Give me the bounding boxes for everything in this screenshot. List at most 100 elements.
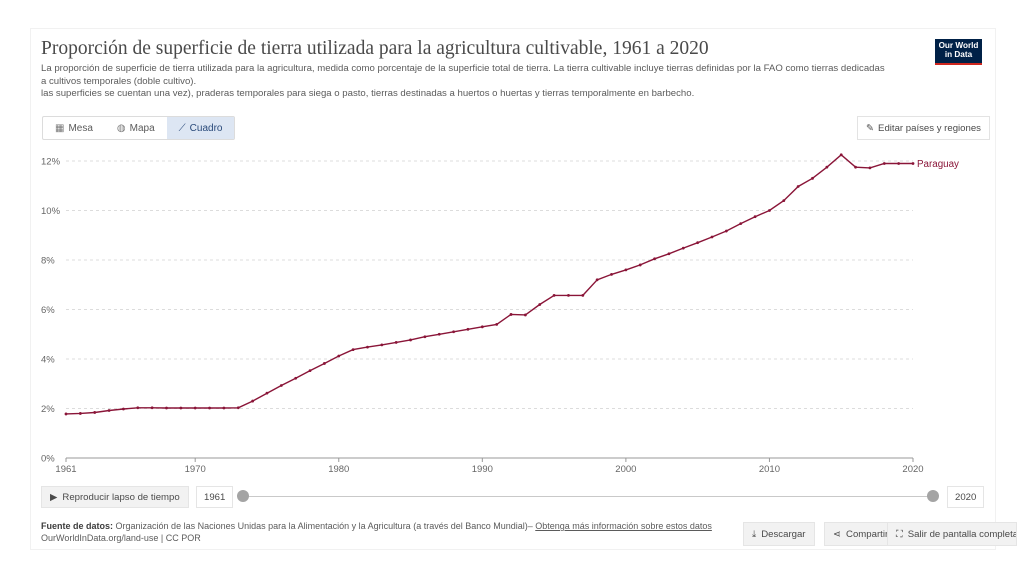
data-point bbox=[753, 215, 757, 219]
data-point bbox=[466, 327, 470, 331]
y-tick-label: 8% bbox=[41, 256, 55, 267]
logo-line-1: Our World bbox=[938, 41, 979, 50]
data-point bbox=[667, 252, 671, 256]
data-point bbox=[768, 209, 771, 212]
timeline-start-handle[interactable] bbox=[237, 490, 249, 502]
footer: Fuente de datos: Organización de las Nac… bbox=[41, 520, 712, 544]
data-point bbox=[452, 330, 456, 334]
data-point bbox=[854, 165, 857, 169]
data-point bbox=[279, 384, 283, 387]
tab-chart[interactable]: ⟋ Cuadro bbox=[166, 117, 235, 139]
play-timelapse-label: Reproducir lapso de tiempo bbox=[62, 491, 180, 503]
subtitle-line-1: La proporción de superficie de tierra ut… bbox=[41, 63, 885, 74]
data-point bbox=[825, 165, 829, 169]
edit-countries-button[interactable]: ✎ Editar países y regiones bbox=[857, 116, 990, 140]
owid-logo[interactable]: Our World in Data bbox=[935, 39, 982, 65]
data-point bbox=[523, 313, 527, 317]
data-point bbox=[337, 354, 341, 358]
data-point bbox=[538, 303, 542, 306]
subtitle-line-3: las superficies se cuentan una vez), pra… bbox=[41, 88, 695, 100]
source-label: Fuente de datos: bbox=[41, 521, 114, 531]
data-point bbox=[567, 293, 570, 297]
data-point bbox=[308, 369, 312, 373]
data-point bbox=[653, 257, 656, 261]
data-point bbox=[552, 293, 556, 297]
exit-fullscreen-label: Salir de pantalla completa bbox=[907, 528, 1017, 540]
exit-fullscreen-button[interactable]: ⛶ Salir de pantalla completa bbox=[887, 522, 1017, 546]
data-point bbox=[380, 343, 384, 347]
share-label: Compartir bbox=[846, 528, 889, 540]
source-more-link[interactable]: Obtenga más información sobre estos dato… bbox=[535, 521, 712, 531]
data-point bbox=[882, 162, 886, 165]
data-point bbox=[150, 406, 154, 410]
source-line: Fuente de datos: Organización de las Nac… bbox=[41, 521, 712, 531]
data-point bbox=[839, 153, 843, 157]
y-tick-label: 10% bbox=[41, 206, 61, 217]
download-button[interactable]: ⤓ Descargar bbox=[743, 522, 815, 546]
play-icon: ▶ bbox=[50, 491, 58, 503]
exit-fullscreen-icon: ⛶ bbox=[896, 528, 903, 540]
play-timelapse-button[interactable]: ▶ Reproducir lapso de tiempo bbox=[41, 486, 189, 508]
data-point bbox=[193, 406, 197, 410]
x-tick-label: 1961 bbox=[55, 464, 76, 475]
data-point bbox=[64, 412, 68, 416]
data-point bbox=[78, 412, 82, 415]
x-tick-label: 2020 bbox=[902, 464, 923, 475]
data-point bbox=[351, 348, 355, 351]
data-point bbox=[93, 411, 97, 414]
source-text: Organización de las Naciones Unidas para… bbox=[115, 521, 528, 531]
subtitle-line-2: a cultivos temporales (doble cultivo). bbox=[41, 75, 197, 87]
data-point bbox=[409, 338, 412, 342]
data-point bbox=[394, 341, 398, 344]
data-point bbox=[323, 362, 326, 365]
start-year-box[interactable]: 1961 bbox=[196, 486, 234, 508]
data-point bbox=[437, 332, 441, 336]
y-tick-label: 12% bbox=[41, 157, 61, 168]
data-point bbox=[897, 162, 901, 165]
series-line-paraguay bbox=[65, 153, 913, 415]
data-point bbox=[811, 176, 814, 180]
tab-table[interactable]: ▦ Mesa bbox=[43, 117, 105, 139]
table-icon: ▦ bbox=[55, 122, 65, 134]
x-tick-label: 2000 bbox=[615, 464, 636, 475]
data-point bbox=[610, 272, 613, 276]
data-point bbox=[638, 263, 642, 267]
pencil-icon: ✎ bbox=[866, 122, 875, 134]
y-tick-label: 4% bbox=[41, 355, 55, 366]
logo-line-2: in Data bbox=[944, 50, 973, 59]
x-tick-label: 1990 bbox=[472, 464, 493, 475]
data-point bbox=[265, 391, 269, 395]
data-point bbox=[251, 399, 255, 403]
data-point bbox=[236, 406, 240, 410]
data-point bbox=[366, 345, 369, 349]
timeline-end-handle[interactable] bbox=[927, 490, 939, 502]
data-point bbox=[107, 409, 111, 412]
end-year-box[interactable]: 2020 bbox=[947, 486, 985, 508]
data-point bbox=[294, 376, 298, 380]
data-point bbox=[136, 406, 140, 410]
download-icon: ⤓ bbox=[752, 528, 757, 540]
y-tick-label: 6% bbox=[41, 305, 55, 316]
data-point bbox=[868, 166, 872, 170]
data-point bbox=[165, 406, 168, 410]
series-label: Paraguay bbox=[917, 159, 959, 170]
globe-icon: ◍ bbox=[116, 122, 126, 134]
chart-title: Proporción de superficie de tierra utili… bbox=[41, 38, 709, 59]
data-point bbox=[696, 241, 700, 245]
timeline-slider-track[interactable] bbox=[243, 496, 933, 497]
license-line[interactable]: OurWorldInData.org/land-use | CC POR bbox=[41, 533, 201, 543]
data-point bbox=[423, 335, 427, 339]
data-point bbox=[724, 229, 728, 233]
tab-map[interactable]: ◍ Mapa bbox=[105, 117, 167, 139]
data-point bbox=[480, 325, 484, 329]
data-point bbox=[222, 406, 226, 410]
data-point bbox=[581, 293, 585, 297]
data-point bbox=[710, 235, 714, 239]
data-point bbox=[122, 407, 125, 411]
data-point bbox=[495, 322, 499, 326]
share-icon: ⋖ bbox=[833, 528, 842, 540]
data-point bbox=[208, 406, 211, 410]
x-tick-label: 1980 bbox=[328, 464, 349, 475]
tab-map-label: Mapa bbox=[129, 122, 155, 134]
